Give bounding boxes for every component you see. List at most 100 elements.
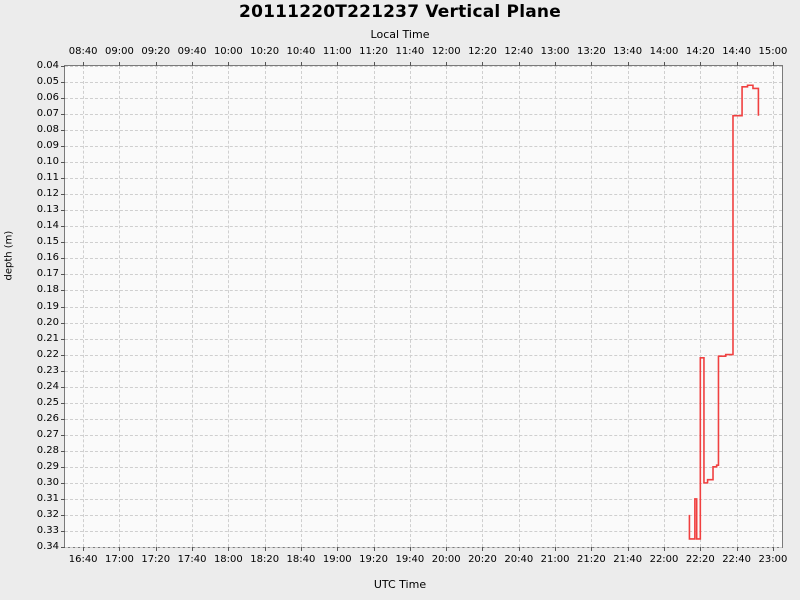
gridline-vertical (264, 66, 266, 547)
x-tick-label-top: 09:40 (177, 46, 207, 57)
gridline-horizontal (65, 130, 782, 132)
x-tick-mark-bottom (482, 547, 484, 551)
y-tick-label: 0.23 (36, 364, 59, 376)
x-tick-label-bottom: 17:00 (105, 554, 134, 565)
gridline-horizontal (65, 146, 782, 148)
gridline-vertical (337, 66, 339, 547)
gridline-vertical (192, 66, 194, 547)
gridline-vertical (228, 66, 230, 547)
y-tick-mark (61, 530, 65, 532)
y-tick-label: 0.12 (36, 188, 59, 200)
gridline-vertical (300, 66, 302, 547)
gridline-horizontal (65, 418, 782, 420)
x-tick-label-bottom: 16:40 (68, 554, 98, 565)
x-tick-label-bottom: 22:20 (685, 554, 715, 565)
x-tick-mark-top (264, 62, 266, 66)
y-tick-mark (61, 82, 65, 84)
x-tick-mark-top (482, 62, 484, 66)
y-tick-label: 0.25 (36, 396, 59, 408)
x-tick-label-top: 11:00 (322, 46, 352, 57)
x-tick-label-top: 15:00 (758, 46, 788, 57)
y-tick-mark (61, 162, 65, 164)
x-tick-mark-bottom (446, 547, 448, 551)
x-tick-mark-bottom (409, 547, 411, 551)
y-tick-label: 0.11 (36, 172, 59, 184)
x-tick-mark-bottom (664, 547, 665, 551)
x-tick-label-bottom: 20:20 (468, 554, 497, 565)
y-tick-mark (61, 547, 65, 548)
y-tick-label: 0.17 (36, 268, 59, 280)
x-tick-label-top: 12:20 (468, 46, 497, 57)
y-tick-mark (61, 258, 65, 260)
top-axis-label: Local Time (370, 28, 430, 41)
gridline-horizontal (65, 274, 782, 276)
gridline-horizontal (65, 322, 782, 324)
gridline-horizontal (65, 402, 782, 404)
x-tick-label-top: 10:20 (250, 46, 280, 57)
x-tick-mark-bottom (119, 547, 121, 551)
x-tick-label-bottom: 20:00 (431, 554, 461, 565)
y-tick-mark (61, 482, 65, 484)
x-tick-mark-bottom (155, 547, 157, 551)
y-tick-mark (61, 354, 65, 356)
y-tick-mark (61, 178, 65, 180)
x-tick-mark-bottom (228, 547, 230, 551)
y-tick-label: 0.22 (36, 348, 59, 360)
x-tick-label-top: 13:20 (576, 46, 606, 57)
x-tick-label-top: 13:40 (613, 46, 643, 57)
x-tick-mark-top (446, 62, 448, 66)
gridline-vertical (591, 66, 593, 547)
y-tick-mark (61, 242, 65, 244)
x-tick-mark-bottom (337, 547, 339, 551)
gridline-horizontal (65, 306, 782, 308)
x-tick-label-bottom: 22:00 (649, 554, 679, 565)
x-tick-mark-top (83, 62, 85, 66)
gridline-vertical (446, 66, 448, 547)
x-tick-mark-bottom (83, 547, 85, 551)
y-axis-label: depth (m) (3, 230, 15, 281)
x-tick-mark-bottom (627, 547, 629, 551)
gridline-vertical (409, 66, 411, 547)
gridline-vertical (627, 66, 629, 547)
x-tick-mark-top (155, 62, 157, 66)
x-tick-label-bottom: 22:40 (722, 554, 752, 565)
data-line-series (688, 84, 760, 540)
x-tick-label-top: 11:20 (359, 46, 388, 57)
x-tick-label-bottom: 21:20 (576, 554, 606, 565)
x-tick-label-bottom: 19:20 (359, 554, 388, 565)
gridline-horizontal (65, 178, 782, 180)
y-tick-mark (61, 130, 65, 132)
y-tick-label: 0.24 (36, 380, 59, 392)
gridline-vertical (482, 66, 484, 547)
y-tick-label: 0.15 (36, 236, 59, 248)
gridline-horizontal (65, 354, 782, 356)
y-tick-mark (61, 466, 65, 468)
y-tick-label: 0.21 (36, 332, 59, 344)
x-tick-label-top: 09:00 (105, 46, 134, 57)
x-tick-label-top: 14:40 (722, 46, 752, 57)
y-tick-mark (61, 114, 65, 116)
x-tick-label-top: 10:40 (286, 46, 316, 57)
y-tick-label: 0.19 (36, 300, 59, 312)
gridline-horizontal (65, 194, 782, 196)
y-tick-mark (61, 226, 65, 228)
x-tick-mark-top (228, 62, 230, 66)
y-tick-label: 0.13 (36, 204, 59, 216)
gridline-vertical (518, 66, 520, 547)
x-tick-mark-top (736, 62, 738, 66)
y-tick-mark (61, 418, 65, 420)
x-tick-mark-top (664, 62, 665, 66)
x-tick-label-bottom: 18:20 (250, 554, 280, 565)
gridline-horizontal (65, 466, 782, 468)
gridline-vertical (664, 66, 665, 547)
x-tick-label-bottom: 17:20 (141, 554, 171, 565)
y-tick-label: 0.16 (36, 252, 59, 264)
y-tick-label: 0.07 (36, 108, 59, 120)
x-tick-mark-top (591, 62, 593, 66)
x-tick-mark-top (700, 62, 702, 66)
gridline-horizontal (65, 498, 782, 500)
gridline-horizontal (65, 338, 782, 340)
y-tick-mark (61, 386, 65, 388)
y-tick-mark (61, 146, 65, 148)
x-tick-mark-bottom (591, 547, 593, 551)
